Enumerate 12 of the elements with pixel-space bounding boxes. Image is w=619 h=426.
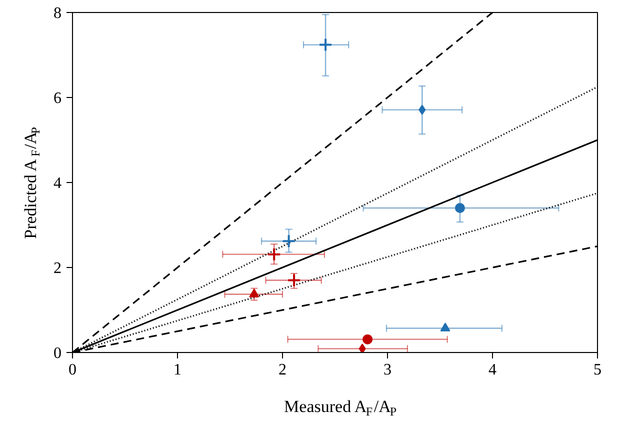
x-tick-label: 1 [174, 362, 182, 378]
y-axis-title: Predicted AF/AP [21, 126, 42, 239]
x-tick-label: 5 [594, 362, 602, 378]
x-tick-label: 0 [68, 362, 76, 378]
y-tick-label: 4 [54, 175, 62, 192]
x-tick-label: 4 [488, 362, 496, 378]
x-tick-label: 3 [384, 362, 392, 378]
y-tick-label: 0 [54, 345, 62, 362]
x-tick-label: 2 [278, 362, 286, 378]
y-tick-label: 8 [54, 5, 62, 22]
y-tick-label: 6 [54, 90, 62, 107]
y-tick-label: 2 [54, 260, 62, 277]
